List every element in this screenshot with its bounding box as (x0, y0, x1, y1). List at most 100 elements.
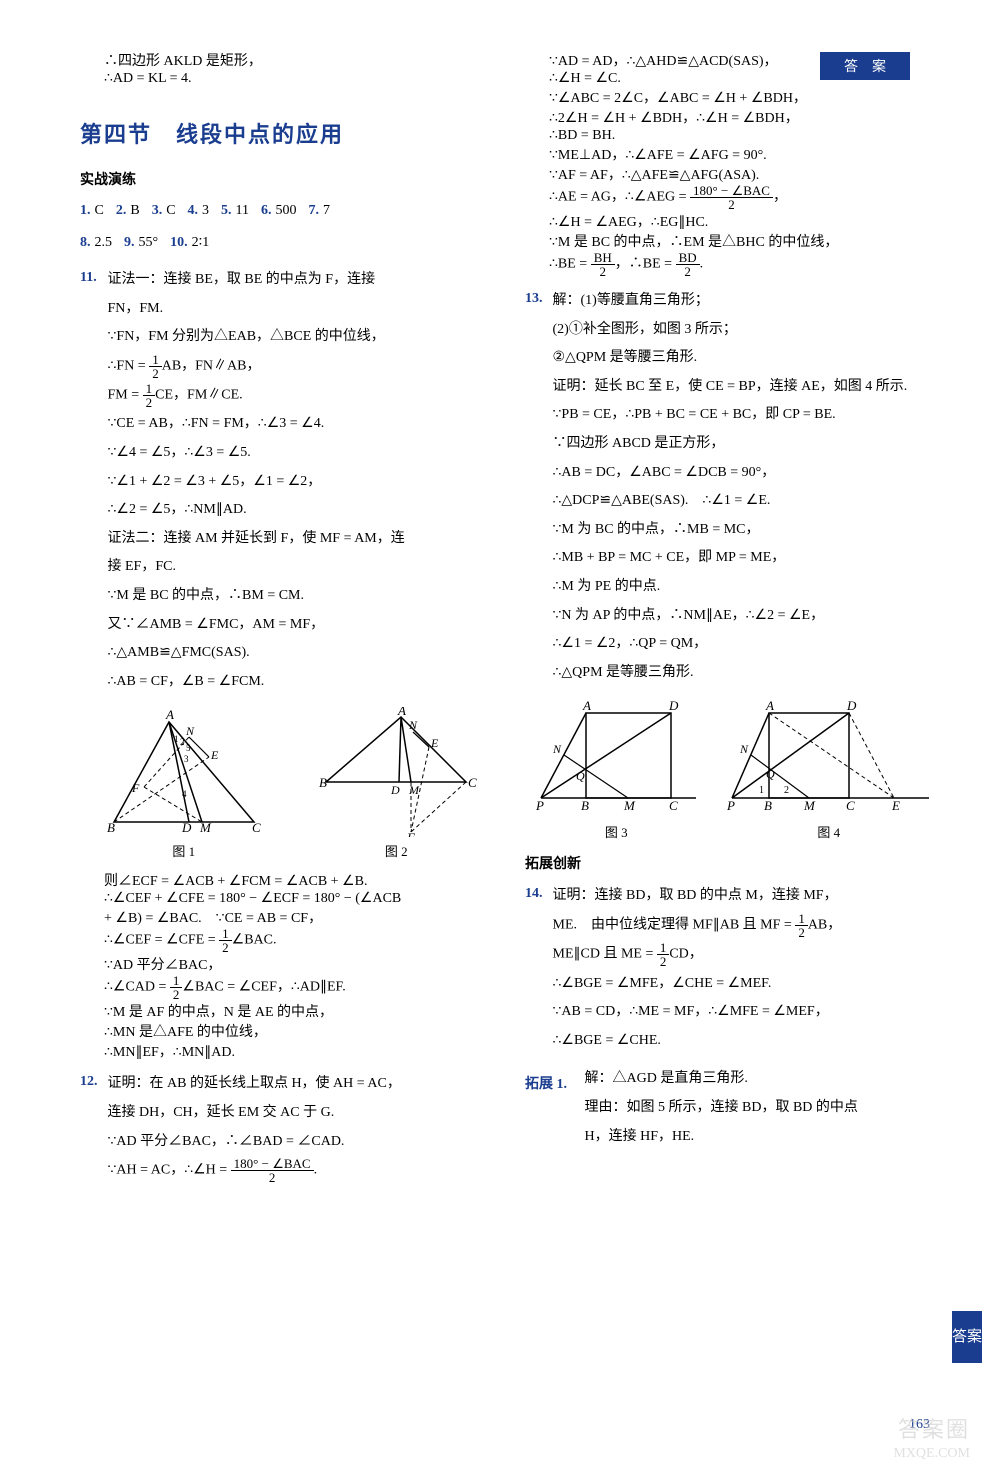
problem-14: 14. 证明：连接 BD，取 BD 的中点 M，连接 MF，ME. 由中位线定理… (525, 881, 940, 1056)
text-line: ∴MN 是△AFE 的中位线， (104, 1021, 495, 1041)
extension-1: 拓展 1. 解：△AGD 是直角三角形.理由：如图 5 所示，连接 BD，取 B… (525, 1064, 940, 1152)
text-line: ME∥CD 且 ME = 12CD， (553, 941, 940, 968)
figure-1: A B C D M N E F 1 2 5 3 4 图 1 (94, 707, 274, 860)
svg-text:B: B (764, 798, 772, 813)
figure-3: A D P B M C N Q 图 3 (531, 698, 701, 841)
diagram-row-2: A D P B M C N Q 图 3 (525, 698, 940, 841)
side-tab: 答案 (952, 1311, 982, 1363)
svg-text:1: 1 (174, 734, 179, 744)
text-line: ∴∠BGE = ∠CHE. (553, 1028, 940, 1055)
text-line: ∴∠CEF + ∠CFE = 180° − ∠ECF = 180° − (∠AC… (104, 890, 495, 907)
text-line: ∵CE = AB，∴FN = FM，∴∠3 = ∠4. (108, 411, 495, 438)
svg-text:1: 1 (759, 785, 764, 796)
problem-body: 证明：连接 BD，取 BD 的中点 M，连接 MF，ME. 由中位线定理得 MF… (553, 881, 940, 1056)
answer-val: 2∶1 (192, 235, 210, 250)
text-line: 连接 DH，CH，延长 EM 交 AC 于 G. (108, 1100, 495, 1127)
answer-num: 1. (80, 203, 91, 218)
answer-num: 8. (80, 235, 91, 250)
text-line: ∴∠CAD = 12∠BAC = ∠CEF，∴AD∥EF. (104, 974, 495, 1001)
figure-4: A D P B M C E N Q 1 2 图 4 (724, 698, 934, 841)
svg-text:N: N (185, 724, 195, 738)
text-line: 证明：连接 BD，取 BD 的中点 M，连接 MF， (553, 883, 940, 910)
text-line: ∵PB = CE，∴PB + BC = CE + BC，即 CP = BE. (553, 402, 940, 429)
svg-text:D: D (846, 698, 857, 713)
square-diagram-icon: A D P B M C E N Q 1 2 (724, 698, 934, 818)
practice-heading: 实战演练 (80, 169, 495, 189)
svg-text:D: D (181, 820, 192, 835)
text-line: ∴∠CEF = ∠CFE = 12∠BAC. (104, 927, 495, 954)
problem-body: 解：△AGD 是直角三角形.理由：如图 5 所示，连接 BD，取 BD 的中点H… (585, 1064, 940, 1152)
text-line: ∴∠BGE = ∠MFE，∠CHE = ∠MEF. (553, 971, 940, 998)
watermark-title: 答案圈 (893, 1416, 970, 1445)
svg-text:2: 2 (784, 785, 789, 796)
svg-text:C: C (846, 798, 855, 813)
svg-text:N: N (739, 742, 749, 756)
svg-text:M: M (408, 783, 420, 797)
text-line: 接 EF，FC. (108, 554, 495, 581)
text-line: ∴△QPM 是等腰三角形. (553, 660, 940, 687)
text-line: 理由：如图 5 所示，连接 BD，取 BD 的中点 (585, 1095, 940, 1122)
triangle-diagram-icon: A B C D M N E F 1 2 5 3 4 (94, 707, 274, 837)
text-line: 证明：在 AB 的延长线上取点 H，使 AH = AC， (108, 1071, 495, 1098)
text-line: ∵M 是 BC 的中点，∴EM 是△BHC 的中位线， (549, 231, 940, 251)
short-answers-row: 8.2.59.55°10.2∶1 (80, 229, 495, 257)
problem-11: 11. 证法一：连接 BE，取 BE 的中点为 F，连接FN，FM.∵FN，FM… (80, 265, 495, 697)
text-line: ②△QPM 是等腰三角形. (553, 345, 940, 372)
text-line: ∴∠H = ∠AEG，∴EG∥HC. (549, 211, 940, 231)
text-line: 证法二：连接 AM 并延长到 F，使 MF = AM，连 (108, 526, 495, 553)
diagram-row-1: A B C D M N E F 1 2 5 3 4 图 1 (80, 707, 495, 860)
text-line: ∴BE = BH2，∴BE = BD2. (549, 251, 940, 278)
text-line: ∵ME⊥AD，∴∠AFE = ∠AFG = 90°. (549, 144, 940, 164)
svg-text:A: A (397, 707, 406, 718)
text-line: ME. 由中位线定理得 MF∥AB 且 MF = 12AB， (553, 912, 940, 939)
watermark: 答案圈 MXQE.COM (893, 1416, 970, 1463)
svg-text:C: C (669, 798, 678, 813)
text-line: ∴四边形 AKLD 是矩形， (104, 50, 495, 70)
svg-text:B: B (319, 775, 327, 790)
text-line: 解：(1)等腰直角三角形； (553, 288, 940, 315)
svg-text:P: P (535, 798, 544, 813)
answer-num: 6. (261, 203, 272, 218)
problem-body: 证法一：连接 BE，取 BE 的中点为 F，连接FN，FM.∵FN，FM 分别为… (108, 265, 495, 697)
answer-num: 7. (309, 203, 320, 218)
text-line: ∴M 为 PE 的中点. (553, 574, 940, 601)
text-line: ∴AB = CF，∠B = ∠FCM. (108, 669, 495, 696)
svg-text:E: E (430, 736, 439, 750)
intro-block: ∴四边形 AKLD 是矩形， ∴AD = KL = 4. (80, 50, 495, 87)
right-column: ∵AD = AD，∴△AHD≌△ACD(SAS)，∴∠H = ∠C.∵∠ABC … (525, 50, 940, 1194)
text-line: 证法一：连接 BE，取 BE 的中点为 F，连接 (108, 267, 495, 294)
text-line: ∴MN∥EF，∴MN∥AD. (104, 1041, 495, 1061)
problem-12: 12. 证明：在 AB 的延长线上取点 H，使 AH = AC，连接 DH，CH… (80, 1069, 495, 1186)
svg-text:D: D (668, 698, 679, 713)
text-line: FN，FM. (108, 296, 495, 323)
extension-heading: 拓展创新 (525, 853, 940, 873)
answer-num: 10. (170, 235, 188, 250)
svg-text:D: D (390, 783, 400, 797)
text-line: 证明：延长 BC 至 E，使 CE = BP，连接 AE，如图 4 所示. (553, 374, 940, 401)
figure-label: 图 4 (724, 822, 934, 841)
svg-text:5: 5 (186, 743, 191, 753)
text-line: ∵∠ABC = 2∠C，∠ABC = ∠H + ∠BDH， (549, 87, 940, 107)
text-line: ∴AB = DC，∠ABC = ∠DCB = 90°， (553, 460, 940, 487)
text-line: ∵AB = CD，∴ME = MF，∴∠MFE = ∠MEF， (553, 999, 940, 1026)
answer-num: 5. (221, 203, 232, 218)
problem-body: 解：(1)等腰直角三角形；(2)①补全图形，如图 3 所示；②△QPM 是等腰三… (553, 286, 940, 688)
svg-text:E: E (891, 798, 900, 813)
figure-label: 图 2 (311, 841, 481, 860)
section-title: 第四节 线段中点的应用 (80, 117, 495, 149)
answer-num: 2. (116, 203, 127, 218)
watermark-url: MXQE.COM (893, 1445, 970, 1463)
figure-label: 图 1 (94, 841, 274, 860)
text-line: ∴MB + BP = MC + CE，即 MP = ME， (553, 545, 940, 572)
problem-12-continued: ∵AD = AD，∴△AHD≌△ACD(SAS)，∴∠H = ∠C.∵∠ABC … (525, 50, 940, 278)
text-line: ∵AD 平分∠BAC，∴∠BAD = ∠CAD. (108, 1129, 495, 1156)
text-line: ∵M 为 BC 的中点，∴MB = MC， (553, 517, 940, 544)
svg-text:N: N (552, 742, 562, 756)
answer-val: C (95, 203, 104, 218)
svg-text:A: A (582, 698, 591, 713)
text-line: 解：△AGD 是直角三角形. (585, 1066, 940, 1093)
answer-val: C (166, 203, 175, 218)
svg-text:E: E (210, 748, 219, 762)
svg-text:F: F (406, 830, 416, 837)
problem-13: 13. 解：(1)等腰直角三角形；(2)①补全图形，如图 3 所示；②△QPM … (525, 286, 940, 688)
